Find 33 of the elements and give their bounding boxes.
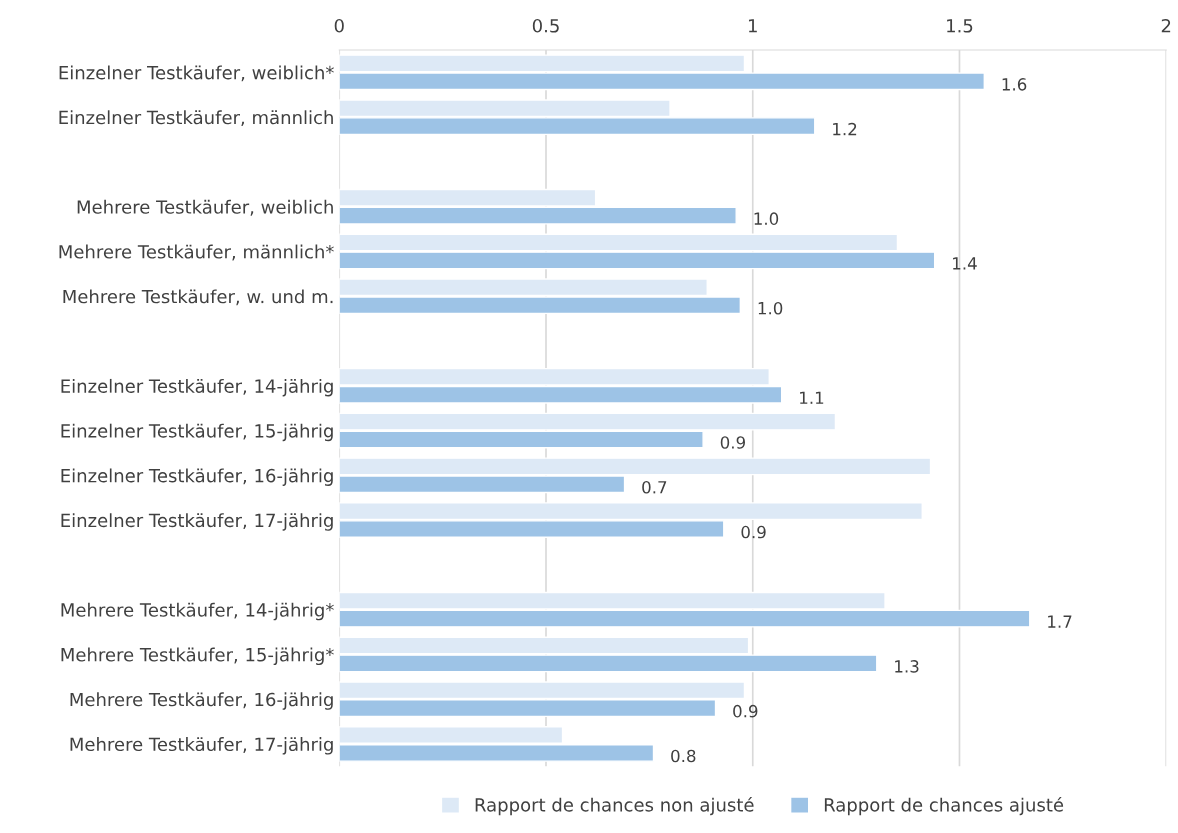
- y-tick-label: Einzelner Testkäufer, 16-jährig: [61, 468, 333, 486]
- data-label: 1.4: [953, 257, 977, 270]
- data-label: 0.9: [733, 704, 758, 718]
- y-tick-label: Einzelner Testkäufer, 17-jährig: [61, 513, 333, 531]
- data-label: 1.0: [758, 301, 783, 315]
- data-label: 0.9: [741, 525, 766, 539]
- y-tick-label: Mehrere Testkäufer, 16-jährig: [70, 692, 333, 710]
- data-label: 1.7: [1048, 615, 1072, 628]
- x-tick-label: 1.5: [947, 19, 973, 33]
- y-tick-label: Einzelner Testkäufer, weiblich*: [59, 65, 334, 82]
- y-tick-label: Mehrere Testkäufer, w. und m.: [63, 289, 333, 306]
- data-label: 0.8: [671, 749, 696, 763]
- legend-label: Rapport de chances non ajusté: [475, 796, 754, 816]
- data-label: 1.6: [1002, 78, 1027, 91]
- data-label: 1.0: [754, 212, 779, 225]
- data-label: 1.3: [895, 660, 919, 673]
- y-tick-label: Mehrere Testkäufer, männlich*: [59, 244, 334, 261]
- data-label: 0.9: [720, 436, 745, 449]
- x-tick-label: 1: [748, 19, 757, 33]
- y-tick-label: Einzelner Testkäufer, männlich: [59, 110, 333, 127]
- y-tick-label: Mehrere Testkäufer, 17-jährig: [70, 737, 333, 755]
- legend-label: Rapport de chances ajusté: [824, 796, 1064, 816]
- data-label: 1.1: [800, 391, 824, 404]
- y-tick-label: Einzelner Testkäufer, 15-jährig: [61, 423, 333, 442]
- data-label: 0.7: [642, 480, 667, 494]
- y-tick-label: Mehrere Testkäufer, 15-jährig*: [61, 647, 334, 666]
- x-tick-label: 0.5: [532, 18, 559, 33]
- x-tick-label: 2: [1161, 18, 1171, 33]
- x-tick-label: 0: [334, 18, 344, 33]
- y-tick-label: Einzelner Testkäufer, 14-jährig: [61, 378, 333, 397]
- y-tick-label: Mehrere Testkäufer, weiblich: [77, 199, 333, 216]
- y-tick-label: Mehrere Testkäufer, 14-jährig*: [61, 602, 334, 621]
- data-label: 1.2: [833, 122, 857, 136]
